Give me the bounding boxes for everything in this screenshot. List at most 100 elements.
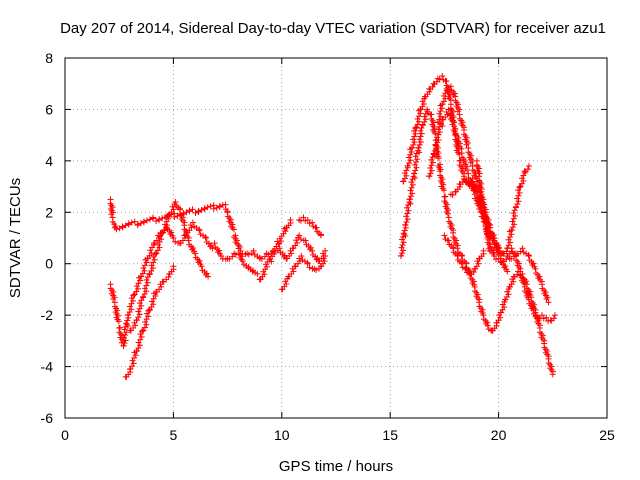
data-point-plus [419, 121, 426, 128]
data-point-plus [116, 225, 123, 232]
data-point-plus [497, 255, 504, 262]
data-point-plus [202, 235, 209, 241]
data-point-plus [437, 120, 444, 127]
y-axis-label: SDTVAR / TECUs [7, 178, 24, 298]
data-point-plus [460, 175, 467, 182]
data-point-plus [543, 314, 550, 321]
data-point-plus [170, 206, 177, 213]
data-point-plus [143, 276, 150, 283]
data-point-plus [421, 113, 428, 120]
data-point-plus [302, 237, 309, 244]
data-point-plus [505, 242, 512, 249]
data-point-plus [304, 260, 311, 267]
data-point-plus [159, 215, 166, 222]
y-tick-labels: -6 -4 -2 0 2 4 6 8 [41, 50, 54, 426]
data-point-plus [186, 207, 193, 214]
y-tick-label: 4 [45, 153, 53, 169]
data-point-plus [402, 221, 409, 228]
data-point-plus [428, 167, 435, 174]
data-point-plus [416, 141, 423, 148]
data-point-plus [245, 251, 252, 258]
data-point-plus [418, 130, 425, 137]
data-point-plus [135, 339, 142, 346]
x-tick-label: 15 [382, 427, 398, 443]
data-point-plus [165, 212, 172, 219]
data-point-plus [150, 214, 157, 221]
data-point-plus [235, 245, 242, 252]
data-point-plus [229, 253, 236, 260]
data-point-plus [426, 173, 433, 180]
data-point-plus [510, 278, 517, 285]
data-point-plus [120, 334, 127, 341]
data-point-plus [451, 123, 458, 130]
data-point-plus [511, 253, 518, 260]
data-point-plus [421, 118, 428, 125]
data-point-plus [168, 211, 175, 218]
data-point-plus [475, 260, 482, 267]
data-point-plus [141, 285, 148, 292]
data-point-plus [137, 331, 144, 338]
data-point-plus [403, 218, 410, 225]
data-point-plus [135, 314, 142, 321]
data-point-plus [150, 301, 157, 308]
data-point-plus [205, 273, 212, 280]
data-point-plus [520, 177, 527, 184]
data-point-plus [143, 310, 150, 317]
data-point-plus [156, 239, 163, 245]
axis-ticks [64, 57, 608, 419]
data-point-plus [436, 129, 443, 136]
data-point-plus [207, 203, 214, 210]
data-point-plus [125, 220, 132, 227]
data-point-plus [416, 118, 423, 125]
data-point-plus [411, 139, 418, 146]
data-point-plus [407, 157, 414, 164]
data-point-plus [413, 124, 420, 131]
data-point-plus [510, 210, 517, 217]
data-point-plus [170, 263, 177, 270]
data-point-plus [517, 183, 524, 190]
data-point-plus [399, 236, 406, 243]
data-point-plus [140, 293, 147, 300]
data-point-plus [309, 247, 316, 254]
data-point-plus [294, 239, 301, 246]
data-point-plus [495, 245, 502, 252]
data-point-plus [143, 217, 150, 224]
data-point-plus [407, 187, 414, 194]
data-point-plus [153, 250, 160, 257]
data-point-plus [408, 184, 415, 191]
data-point-plus [510, 215, 517, 222]
data-point-plus [195, 208, 202, 215]
data-point-plus [158, 236, 165, 243]
data-point-plus [410, 141, 417, 148]
data-point-plus [297, 236, 304, 243]
data-point-plus [442, 95, 449, 102]
data-point-plus [192, 250, 199, 257]
plot-frame [64, 57, 608, 419]
data-point-plus [415, 144, 422, 151]
data-point-plus [132, 352, 139, 359]
data-point-plus [407, 151, 414, 158]
data-point-plus [412, 125, 419, 132]
data-point-plus [516, 189, 523, 196]
data-point-plus [172, 238, 179, 245]
data-point-plus [136, 305, 143, 312]
y-tick-label: 6 [45, 101, 53, 117]
data-point-plus [427, 170, 434, 177]
data-point-plus [445, 86, 452, 93]
y-tick-label: -4 [41, 359, 54, 375]
data-point-plus [434, 139, 441, 146]
data-point-plus [287, 217, 294, 223]
data-point-plus [152, 293, 159, 299]
data-point-plus [306, 220, 313, 227]
data-point-plus [505, 236, 512, 243]
data-point-plus [128, 306, 135, 313]
data-point-plus [405, 154, 412, 161]
data-point-plus [322, 247, 329, 254]
data-point-plus [108, 211, 115, 218]
data-point-plus [551, 312, 558, 319]
data-point-plus [491, 237, 498, 244]
y-tick-label: 8 [45, 50, 53, 66]
data-point-plus [511, 207, 518, 214]
data-point-plus [545, 299, 552, 306]
data-point-plus [462, 179, 469, 186]
